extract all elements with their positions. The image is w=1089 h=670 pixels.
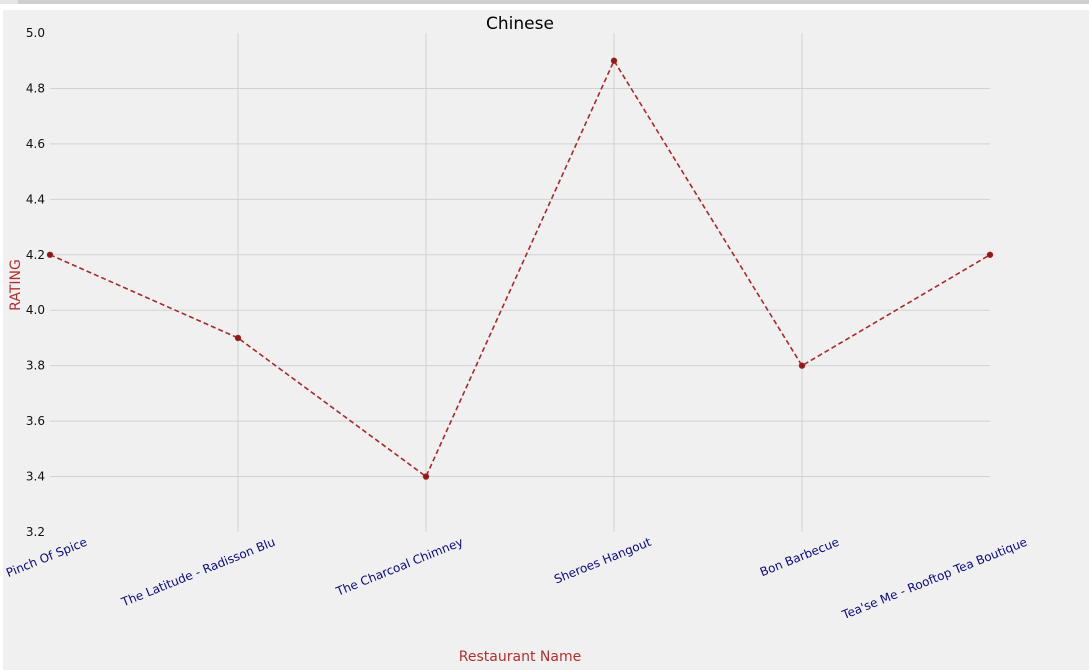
chart-title: Chinese — [486, 14, 554, 34]
window-top-bar — [0, 0, 1089, 4]
series-line — [49, 59, 991, 478]
y-tick-label: 4.0 — [26, 303, 45, 317]
y-axis-label: RATING — [8, 259, 24, 311]
y-tick-label: 4.4 — [26, 192, 45, 206]
y-tick-label: 4.2 — [26, 248, 45, 262]
y-axis-ticks: 3.2 3.4 3.6 3.8 4.0 4.2 4.4 4.6 4.8 5.0 — [26, 26, 45, 539]
y-tick-label: 3.4 — [26, 470, 45, 484]
data-point — [422, 473, 430, 480]
x-axis-label: Restaurant Name — [459, 649, 581, 665]
data-point — [798, 362, 806, 369]
data-point — [610, 57, 618, 64]
data-point — [46, 251, 54, 258]
grid-lines — [50, 33, 990, 532]
data-point — [986, 251, 994, 258]
y-tick-label: 5.0 — [26, 26, 45, 40]
y-tick-label: 3.2 — [26, 525, 45, 539]
window-top-bar-segment — [0, 0, 18, 4]
data-point — [234, 334, 242, 342]
y-tick-label: 4.8 — [26, 81, 45, 95]
y-tick-label: 3.8 — [26, 359, 45, 373]
y-tick-label: 3.6 — [26, 414, 45, 428]
y-tick-label: 4.6 — [26, 137, 45, 151]
series-rating — [46, 57, 994, 480]
figure-background — [3, 10, 1089, 670]
